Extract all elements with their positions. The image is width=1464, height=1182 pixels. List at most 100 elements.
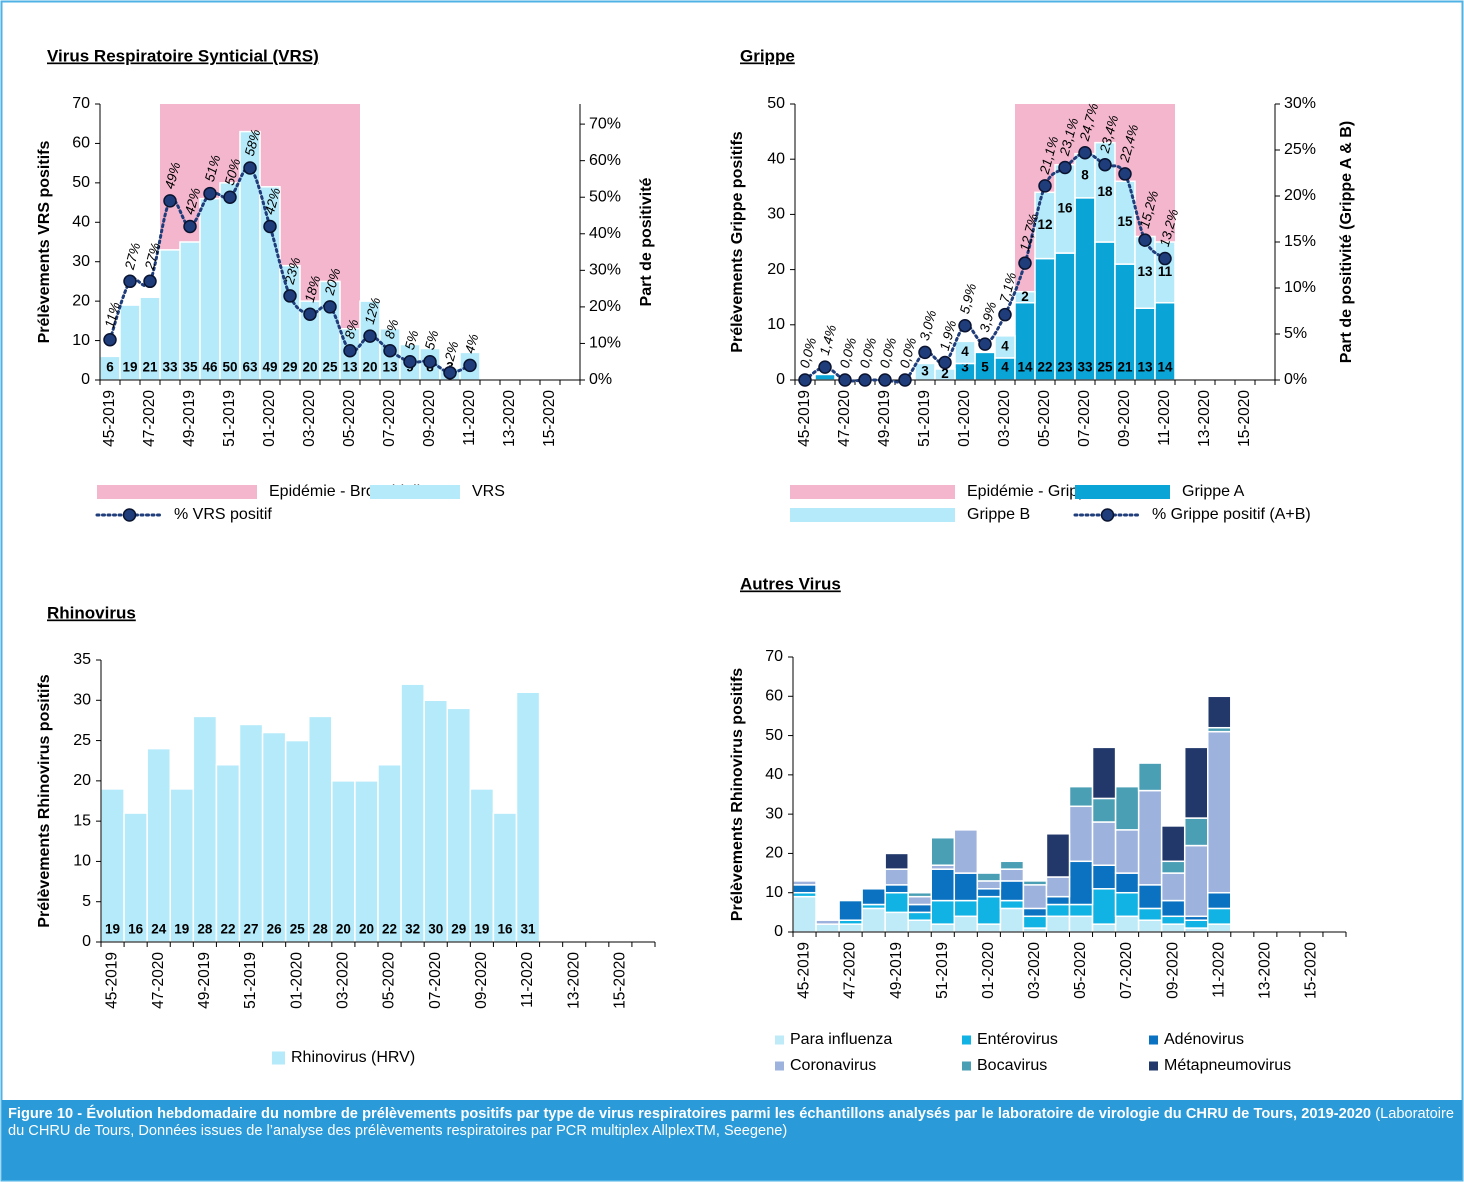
bar	[953, 915, 979, 933]
bar	[1091, 923, 1117, 933]
y-tick-label: 15	[73, 812, 91, 829]
bar	[1183, 817, 1209, 847]
bar	[907, 895, 932, 906]
bar	[1022, 907, 1048, 918]
data-label: 25	[290, 922, 306, 937]
x-tick-label: 15-2020	[611, 952, 628, 1009]
legend-label: Rhinovirus (HRV)	[291, 1049, 415, 1066]
legend-swatch	[790, 508, 955, 522]
data-label: 20	[362, 360, 377, 375]
y-tick-label: 30	[72, 253, 90, 270]
bar	[884, 884, 909, 894]
bar	[1014, 290, 1036, 304]
bar	[792, 880, 817, 886]
value-label: 3,0%	[917, 308, 939, 342]
data-label: 6	[106, 360, 114, 375]
y2-tick-label: 30%	[1284, 95, 1316, 112]
bar	[1183, 844, 1209, 918]
legend-label: Grippe B	[967, 506, 1030, 523]
bar	[999, 868, 1025, 882]
data-label: 12	[1037, 217, 1052, 232]
x-tick-label: 47-2020	[836, 390, 853, 447]
data-label: 14	[1017, 360, 1033, 375]
data-label: 20	[302, 360, 317, 375]
bar	[1045, 833, 1071, 878]
bar	[400, 683, 425, 943]
y-tick-label: 50	[72, 174, 90, 191]
bar	[1045, 903, 1071, 918]
bar	[1068, 915, 1094, 933]
bar	[1022, 880, 1048, 886]
bar	[100, 788, 125, 943]
bar	[792, 884, 817, 894]
bar	[1137, 919, 1163, 933]
x-tick-label: 45-2019	[101, 390, 118, 447]
x-tick-label: 11-2020	[1156, 390, 1173, 446]
x-tick-label: 51-2019	[916, 390, 933, 447]
x-tick-label: 15-2020	[541, 390, 558, 447]
data-label: 13	[342, 360, 358, 375]
bar	[1207, 695, 1232, 729]
marker	[163, 194, 177, 208]
marker	[423, 354, 437, 369]
bar	[1114, 872, 1140, 894]
bar	[354, 780, 379, 943]
data-label: 46	[202, 360, 218, 375]
data-label: 22	[382, 922, 397, 937]
value-label: 27%	[142, 241, 164, 272]
bar	[238, 723, 264, 943]
legend-swatch	[1075, 485, 1170, 499]
bar	[1160, 899, 1186, 918]
x-tick-label: 51-2019	[221, 390, 238, 447]
x-tick-label: 15-2020	[1303, 942, 1320, 999]
x-tick-label: 15-2020	[1236, 390, 1253, 447]
bar	[1114, 785, 1140, 831]
epidemic-band	[340, 104, 360, 380]
bar	[1022, 884, 1048, 910]
y2-tick-label: 60%	[589, 152, 621, 169]
bar	[1183, 746, 1209, 819]
bar	[994, 335, 1016, 359]
y-tick-label: 20	[765, 845, 783, 862]
value-label: 0,0%	[837, 336, 859, 370]
x-tick-label: 01-2020	[980, 942, 997, 999]
bar	[907, 911, 932, 921]
legend-label: Coronavirus	[790, 1057, 876, 1074]
bar	[815, 919, 840, 925]
data-label: 31	[521, 922, 537, 937]
x-tick-label: 49-2019	[876, 390, 893, 447]
bar	[792, 895, 817, 933]
data-label: 3	[921, 363, 929, 378]
value-label: 42%	[262, 186, 283, 216]
bar	[331, 780, 356, 943]
bar	[259, 186, 281, 381]
bar	[1068, 805, 1094, 863]
data-label: 3	[961, 360, 969, 375]
value-label: 5,9%	[957, 282, 979, 316]
y-tick-label: 0	[774, 923, 783, 940]
x-tick-label: 07-2020	[1076, 390, 1093, 447]
x-tick-label: 13-2020	[565, 952, 582, 1009]
data-label: 13	[1137, 360, 1153, 375]
bar	[1160, 915, 1186, 925]
x-tick-label: 03-2020	[1026, 942, 1043, 999]
data-label: 30	[428, 922, 443, 937]
bar	[284, 739, 310, 943]
y-tick-label: 60	[765, 688, 783, 705]
bar	[838, 923, 863, 933]
bar	[884, 891, 909, 914]
y-tick-label: 5	[82, 893, 91, 910]
bar	[884, 852, 909, 870]
data-label: 22	[1037, 360, 1052, 375]
y2-tick-label: 5%	[1284, 325, 1307, 342]
bar	[423, 699, 448, 943]
bar	[1160, 872, 1186, 902]
bar	[907, 891, 932, 898]
bar	[999, 899, 1025, 910]
caption: Figure 10 - Évolution hebdomadaire du no…	[8, 1106, 1454, 1140]
bar	[446, 707, 472, 943]
bar	[1091, 821, 1117, 866]
y-axis-title: Prélèvements VRS positifs	[36, 141, 53, 344]
data-label: 29	[451, 922, 466, 937]
